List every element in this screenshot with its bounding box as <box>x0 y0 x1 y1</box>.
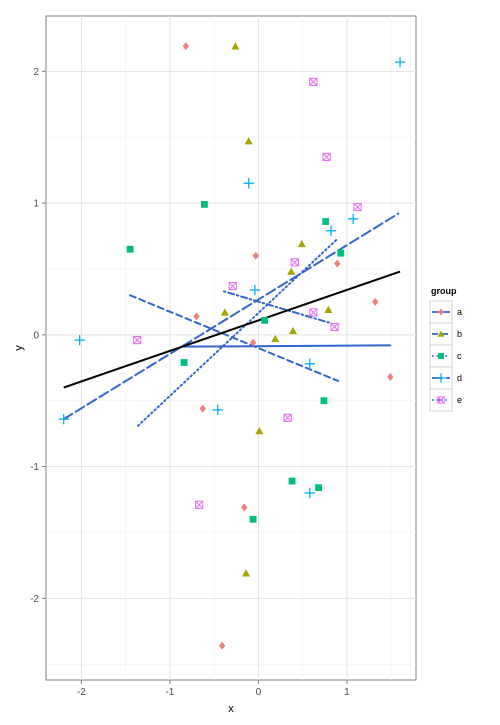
x-axis-ticks: -2 -1 0 1 <box>77 680 350 698</box>
point-b <box>255 427 264 435</box>
point-a <box>249 338 257 347</box>
y-tick-label: 2 <box>33 67 39 78</box>
point-e <box>353 202 362 212</box>
legend-marker-c <box>438 353 444 359</box>
point-a <box>387 372 394 381</box>
point-c <box>315 484 323 492</box>
point-b <box>324 305 333 313</box>
point-c <box>288 477 296 485</box>
legend-title: group <box>431 286 457 296</box>
plot-panel <box>45 15 417 681</box>
point-e <box>309 77 318 86</box>
point-e <box>133 335 142 345</box>
grid-lines <box>46 16 416 680</box>
legend-label-a: a <box>457 307 462 317</box>
x-tick-label: 1 <box>344 687 350 698</box>
point-b <box>297 239 306 248</box>
point-c <box>126 245 134 253</box>
point-e <box>322 152 331 162</box>
point-a <box>199 404 206 413</box>
point-d <box>74 334 85 346</box>
legend-label-d: d <box>457 373 462 383</box>
y-tick-label: -1 <box>30 462 39 473</box>
point-c <box>180 359 188 366</box>
point-e <box>283 413 292 422</box>
point-d <box>347 213 359 225</box>
legend-marker-a <box>438 308 444 316</box>
legend-marker-e <box>437 396 445 404</box>
point-e <box>195 500 204 509</box>
data-points <box>58 42 406 650</box>
point-b <box>242 569 251 577</box>
legend-marker-d <box>436 373 446 383</box>
legend-label-c: c <box>457 351 462 361</box>
x-tick-label: -2 <box>77 687 86 698</box>
legend-marker-b <box>437 330 445 337</box>
point-e <box>228 281 237 291</box>
point-a <box>182 42 190 51</box>
y-tick-label: 1 <box>33 199 39 210</box>
point-e <box>330 322 339 332</box>
fit-lines <box>62 212 401 427</box>
legend-item-c: c <box>429 344 462 368</box>
legend-label-e: e <box>457 395 462 405</box>
y-tick-label: 0 <box>33 330 39 341</box>
point-b <box>271 334 280 342</box>
point-c <box>337 249 345 257</box>
point-d <box>243 178 254 189</box>
legend: group a b c d e <box>429 286 462 412</box>
point-a <box>241 503 248 512</box>
fit-line-e <box>222 290 332 324</box>
point-c <box>249 515 257 523</box>
fit-line-b <box>129 294 340 382</box>
point-b <box>287 267 296 275</box>
point-c <box>320 397 328 405</box>
point-d <box>394 56 406 68</box>
point-d <box>212 404 223 416</box>
y-axis-title: y <box>13 345 25 351</box>
point-b <box>244 137 253 145</box>
point-a <box>372 297 379 306</box>
legend-item-b: b <box>429 322 462 346</box>
point-d <box>58 413 69 425</box>
point-d <box>249 284 261 296</box>
point-d <box>325 225 337 236</box>
point-a <box>193 312 200 321</box>
legend-item-d: d <box>429 366 462 390</box>
y-tick-label: -2 <box>30 594 39 605</box>
overall-fit-line <box>63 270 401 389</box>
point-d <box>304 358 315 370</box>
x-tick-label: 0 <box>256 687 262 698</box>
point-b <box>231 42 240 50</box>
point-b <box>288 326 297 335</box>
y-axis-ticks: -2 -1 0 1 2 <box>30 67 46 605</box>
point-d <box>304 487 315 499</box>
point-c <box>261 316 269 324</box>
legend-item-a: a <box>429 300 462 324</box>
x-tick-label: -1 <box>165 687 174 698</box>
x-axis-title: x <box>228 703 234 715</box>
legend-item-e: e <box>429 388 462 412</box>
point-e <box>309 308 318 317</box>
point-c <box>322 218 330 225</box>
point-a <box>334 259 341 268</box>
legend-label-b: b <box>457 329 462 339</box>
point-a <box>218 641 226 650</box>
point-c <box>201 200 208 208</box>
point-e <box>290 258 299 267</box>
point-b <box>220 308 229 316</box>
fit-line-a <box>182 344 392 348</box>
fit-line-d <box>62 212 400 421</box>
point-a <box>252 251 259 260</box>
